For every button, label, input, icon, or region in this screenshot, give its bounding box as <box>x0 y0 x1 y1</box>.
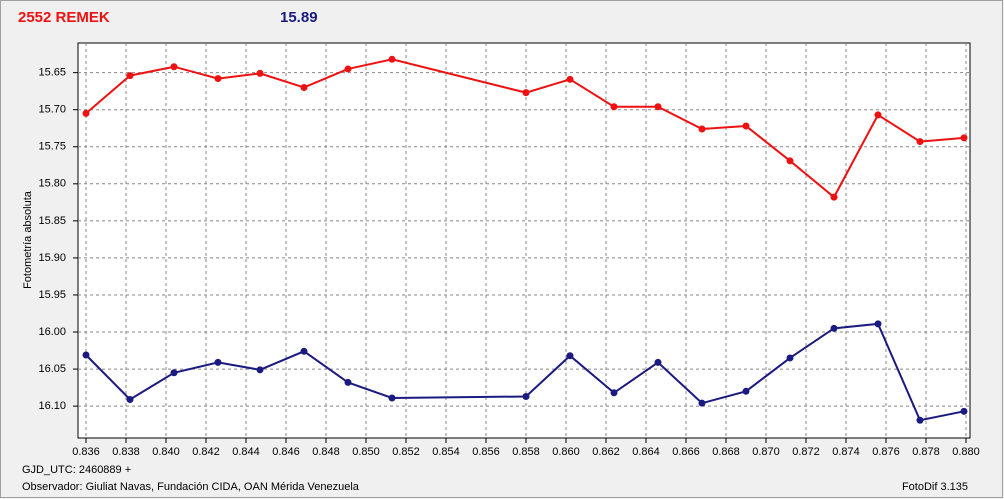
x-tick-label: 0.842 <box>192 446 220 458</box>
data-point <box>522 392 530 400</box>
x-tick-label: 0.840 <box>152 446 180 458</box>
data-point <box>830 324 838 332</box>
data-point <box>786 354 794 362</box>
x-tick-label: 0.862 <box>592 446 620 458</box>
y-tick-label: 15.70 <box>38 104 66 116</box>
data-point <box>388 394 396 402</box>
data-point <box>566 352 574 360</box>
data-point <box>830 193 838 201</box>
data-point <box>300 83 308 91</box>
data-point <box>654 103 662 111</box>
data-point <box>344 65 352 73</box>
x-tick-label: 0.876 <box>872 446 900 458</box>
data-point <box>610 389 618 397</box>
data-point <box>916 416 924 424</box>
data-point <box>960 134 968 142</box>
data-point <box>916 138 924 146</box>
data-point <box>698 399 706 407</box>
y-tick-label: 15.75 <box>38 141 66 153</box>
x-tick-label: 0.864 <box>632 446 660 458</box>
data-point <box>960 407 968 415</box>
observer: Observador: Giuliat Navas, Fundación CID… <box>22 481 360 493</box>
x-tick-label: 0.848 <box>312 446 340 458</box>
y-axis-label: Fotometría absoluta <box>22 190 34 289</box>
data-point <box>610 103 618 111</box>
y-tick-label: 16.00 <box>38 326 66 338</box>
data-point <box>214 358 222 366</box>
data-point <box>344 378 352 386</box>
data-point <box>522 89 530 97</box>
chart-title: 2552 REMEK <box>18 9 110 26</box>
data-point <box>874 111 882 119</box>
data-point <box>256 366 264 374</box>
x-axis-label: GJD_UTC: 2460889 + <box>22 464 131 476</box>
x-tick-label: 0.854 <box>432 446 460 458</box>
x-tick-label: 0.874 <box>832 446 860 458</box>
plot-area <box>77 42 971 439</box>
chart-subtitle: 15.89 <box>280 9 318 26</box>
x-tick-label: 0.838 <box>112 446 140 458</box>
data-point <box>654 358 662 366</box>
x-tick-label: 0.836 <box>72 446 100 458</box>
x-tick-label: 0.850 <box>352 446 380 458</box>
data-point <box>742 387 750 395</box>
x-tick-label: 0.846 <box>272 446 300 458</box>
y-tick-label: 16.05 <box>38 363 66 375</box>
x-tick-label: 0.880 <box>952 446 980 458</box>
x-tick-label: 0.858 <box>512 446 540 458</box>
x-tick-label: 0.866 <box>672 446 700 458</box>
x-tick-label: 0.860 <box>552 446 580 458</box>
data-point <box>300 347 308 355</box>
data-point <box>126 72 134 80</box>
data-point <box>170 369 178 377</box>
data-point <box>214 75 222 83</box>
data-point <box>256 69 264 77</box>
y-tick-label: 15.90 <box>38 252 66 264</box>
data-point <box>874 320 882 328</box>
data-point <box>786 157 794 165</box>
data-point <box>388 55 396 63</box>
x-tick-label: 0.870 <box>752 446 780 458</box>
x-tick-label: 0.872 <box>792 446 820 458</box>
data-point <box>698 125 706 133</box>
data-point <box>126 395 134 403</box>
x-tick-label: 0.868 <box>712 446 740 458</box>
software: FotoDif 3.135 <box>902 481 968 493</box>
data-point <box>566 75 574 83</box>
y-tick-label: 15.95 <box>38 289 66 301</box>
x-tick-label: 0.878 <box>912 446 940 458</box>
y-tick-label: 15.85 <box>38 215 66 227</box>
data-point <box>82 351 90 359</box>
x-tick-label: 0.852 <box>392 446 420 458</box>
data-point <box>742 122 750 130</box>
data-point <box>170 63 178 71</box>
x-tick-label: 0.844 <box>232 446 260 458</box>
data-point <box>82 109 90 117</box>
x-tick-label: 0.856 <box>472 446 500 458</box>
y-tick-label: 15.65 <box>38 67 66 79</box>
y-tick-label: 16.10 <box>38 400 66 412</box>
y-tick-label: 15.80 <box>38 178 66 190</box>
